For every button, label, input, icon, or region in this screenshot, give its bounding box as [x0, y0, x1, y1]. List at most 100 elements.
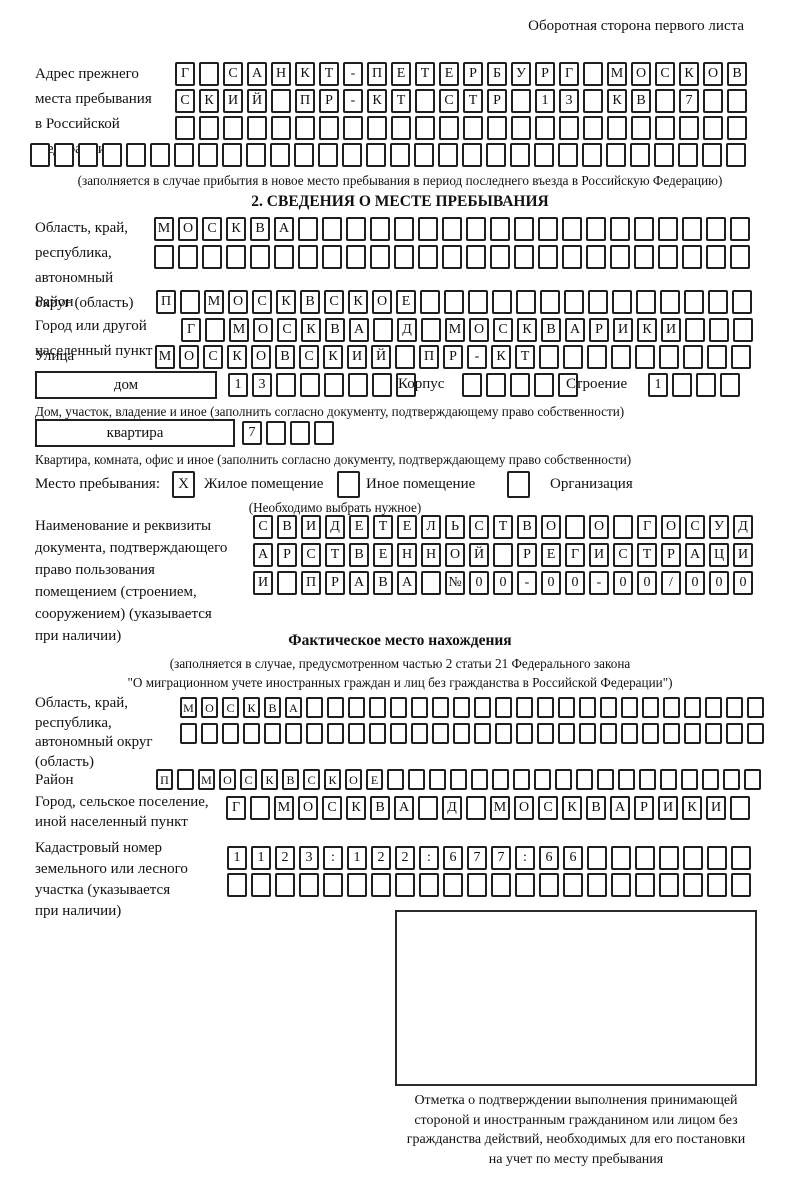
char-cell [486, 143, 506, 167]
char-cell: А [397, 571, 417, 595]
char-cell: Д [325, 515, 345, 539]
char-cell [371, 873, 391, 897]
char-cell: Е [349, 515, 369, 539]
char-cell: : [323, 846, 343, 870]
char-cell: К [276, 290, 296, 314]
char-cell [611, 345, 631, 369]
char-cell: С [303, 769, 320, 790]
char-cell [322, 217, 342, 241]
char-cell: И [613, 318, 633, 342]
char-cell [565, 515, 585, 539]
char-cell [621, 697, 638, 718]
char-cell: В [541, 318, 561, 342]
char-cell [684, 697, 701, 718]
char-cell [102, 143, 122, 167]
char-cell [174, 143, 194, 167]
char-cell [727, 89, 747, 113]
char-cell: В [727, 62, 747, 86]
char-cell: С [301, 543, 321, 567]
char-cell [682, 217, 702, 241]
char-cell: Ц [709, 543, 729, 567]
char-cell: Д [397, 318, 417, 342]
flat-row: 7 [242, 421, 334, 445]
char-cell [180, 723, 197, 744]
char-cell: А [349, 571, 369, 595]
document-row-3: И П Р А В А № 0 0-0 0-0 0/0 0 0 [253, 571, 753, 595]
char-cell [429, 769, 446, 790]
char-cell: С [252, 290, 272, 314]
char-cell: / [661, 571, 681, 595]
char-cell [466, 217, 486, 241]
house-footnote: Дом, участок, владение и иное (заполнить… [35, 404, 625, 419]
char-cell: Т [463, 89, 483, 113]
char-cell [418, 796, 438, 820]
char-cell: А [565, 318, 585, 342]
char-cell [367, 116, 387, 140]
char-cell: Д [733, 515, 753, 539]
char-cell [369, 697, 386, 718]
char-cell: В [264, 697, 281, 718]
char-cell: 7 [491, 846, 511, 870]
char-cell: А [610, 796, 630, 820]
char-cell [390, 723, 407, 744]
char-cell [730, 217, 750, 241]
char-cell: - [343, 89, 363, 113]
char-cell: О [703, 62, 723, 86]
char-cell: В [370, 796, 390, 820]
char-cell [390, 143, 410, 167]
char-cell [610, 245, 630, 269]
char-cell: С [299, 345, 319, 369]
char-cell: С [685, 515, 705, 539]
char-cell [324, 373, 344, 397]
char-cell: К [261, 769, 278, 790]
char-cell: И [733, 543, 753, 567]
char-cell: И [301, 515, 321, 539]
char-cell: А [274, 217, 294, 241]
char-cell: Й [469, 543, 489, 567]
char-cell [563, 345, 583, 369]
char-cell [370, 245, 390, 269]
char-cell [390, 697, 407, 718]
char-cell [467, 873, 487, 897]
char-cell [372, 373, 392, 397]
char-cell [322, 245, 342, 269]
region1-label: Область, край, республика, автономный ок… [35, 220, 134, 311]
char-cell [342, 143, 362, 167]
char-cell: К [562, 796, 582, 820]
char-cell [634, 245, 654, 269]
char-cell: И [589, 543, 609, 567]
char-cell: М [204, 290, 224, 314]
flat-labelbox: квартира [35, 419, 235, 447]
char-cell: Ь [445, 515, 465, 539]
char-cell [442, 245, 462, 269]
char-cell [414, 143, 434, 167]
char-cell [514, 217, 534, 241]
char-cell: 2 [371, 846, 391, 870]
char-cell: А [349, 318, 369, 342]
char-cell: 1 [251, 846, 271, 870]
char-cell [271, 116, 291, 140]
char-cell [706, 245, 726, 269]
char-cell: Н [271, 62, 291, 86]
document-label: Наименование и реквизиты документа, подт… [35, 518, 228, 644]
char-cell: К [226, 217, 246, 241]
char-cell [639, 769, 656, 790]
cadastre-label: Кадастровый номер земельного или лесного… [35, 840, 188, 919]
char-cell [510, 143, 530, 167]
char-cell [696, 373, 716, 397]
char-cell [250, 796, 270, 820]
prev-address-row-4 [30, 143, 746, 167]
char-cell: 7 [242, 421, 262, 445]
char-cell: Й [371, 345, 391, 369]
char-cell: А [247, 62, 267, 86]
char-cell: И [347, 345, 367, 369]
char-cell [54, 143, 74, 167]
char-cell: 1 [648, 373, 668, 397]
char-cell: № [445, 571, 465, 595]
checkbox-other-premises [337, 471, 360, 498]
char-cell [202, 245, 222, 269]
char-cell [199, 116, 219, 140]
